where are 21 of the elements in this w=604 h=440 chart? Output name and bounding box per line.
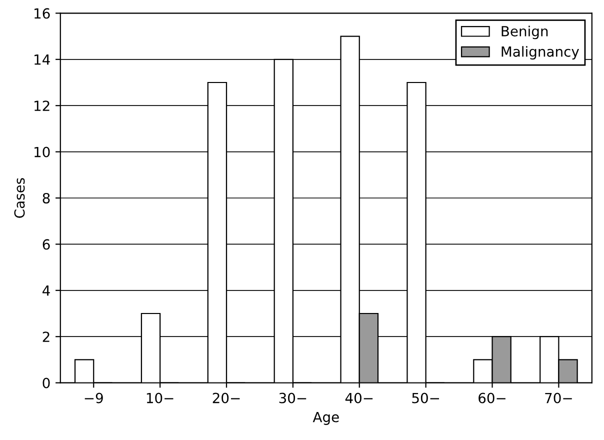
x-tick-label: 10− bbox=[146, 392, 174, 404]
x-tick-label: 60− bbox=[478, 392, 506, 404]
legend-label: Malignancy bbox=[502, 46, 580, 60]
y-tick-label: 0 bbox=[42, 378, 50, 388]
y-tick-label: 12 bbox=[34, 100, 50, 111]
x-tick-label: 20− bbox=[212, 392, 240, 404]
x-tick-label: 70− bbox=[545, 392, 572, 404]
y-axis-title: Cases bbox=[14, 178, 25, 218]
y-tick-label: 2 bbox=[42, 332, 50, 342]
x-tick-label: −9 bbox=[84, 392, 103, 404]
y-tick-label: 8 bbox=[42, 192, 50, 204]
x-tick-label: 30− bbox=[279, 392, 306, 404]
y-tick-label: 6 bbox=[42, 239, 50, 250]
y-tick-label: 4 bbox=[42, 286, 50, 296]
x-tick-label: 40− bbox=[345, 392, 373, 404]
y-tick-label: 10 bbox=[34, 146, 50, 158]
x-tick-label: 50− bbox=[412, 392, 439, 404]
y-tick-label: 14 bbox=[34, 54, 50, 65]
legend-label: Benign bbox=[502, 26, 548, 40]
x-axis-title: Age bbox=[312, 412, 339, 425]
y-tick-label: 16 bbox=[34, 8, 50, 19]
